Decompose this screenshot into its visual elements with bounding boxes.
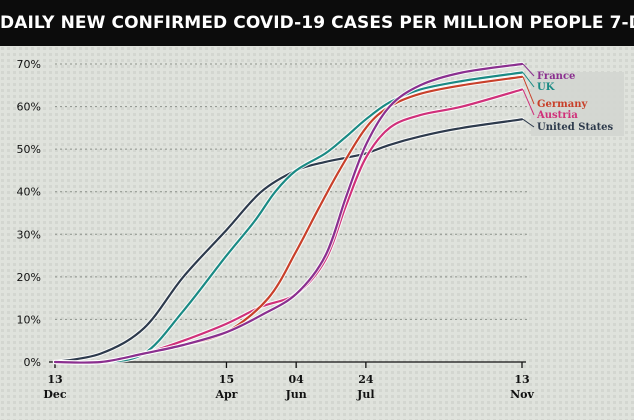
x-tick-month-label: Dec	[43, 388, 67, 401]
x-tick-day-label: 13	[47, 373, 62, 386]
legend-box	[531, 72, 624, 136]
y-tick-label: 50%	[17, 143, 41, 156]
chart-title: DAILY NEW CONFIRMED COVID-19 CASES PER M…	[0, 0, 634, 46]
legend-leader-austria	[522, 89, 535, 116]
legend-entry-uk: UK	[537, 82, 555, 93]
y-axis-ticks: 0% 10% 20% 30% 40% 50% 60% 70%	[17, 58, 41, 369]
series-line-united-states	[53, 118, 524, 364]
legend-leader-germany	[522, 76, 535, 105]
x-tick-month-label: Jun	[285, 388, 307, 401]
y-tick-label: 10%	[17, 313, 41, 326]
legend-entry-austria: Austria	[536, 110, 578, 121]
y-tick-label: 40%	[17, 186, 41, 199]
chart-plot: 0% 10% 20% 30% 40% 50% 60% 70% 13 Dec 15 Apr 04 Jun 2…	[0, 46, 634, 420]
y-tick-label: 0%	[24, 356, 41, 369]
x-tick-month-label: Jul	[356, 388, 374, 401]
grid-lines	[55, 63, 530, 320]
y-tick-label: 30%	[17, 228, 41, 241]
legend-leader-uk	[522, 72, 535, 88]
x-tick-day-label: 15	[219, 373, 234, 386]
series-line-france	[53, 62, 524, 364]
x-tick-day-label: 04	[289, 373, 305, 386]
x-tick-month-label: Apr	[214, 388, 237, 401]
y-tick-label: 60%	[17, 101, 41, 114]
x-tick-month-label: Nov	[510, 388, 534, 401]
y-tick-label: 70%	[17, 58, 41, 71]
legend-leader-france	[522, 63, 535, 77]
series-lines	[52, 61, 525, 365]
legend-leader-united-states	[522, 118, 535, 128]
x-tick-day-label: 24	[358, 373, 374, 386]
x-tick-day-label: 13	[514, 373, 529, 386]
plot-texture	[0, 46, 634, 420]
legend-entry-germany: Germany	[537, 99, 589, 110]
legend-entry-united-states: United States	[537, 122, 614, 133]
legend-entry-france: France	[537, 71, 575, 82]
y-tick-label: 20%	[17, 271, 41, 284]
